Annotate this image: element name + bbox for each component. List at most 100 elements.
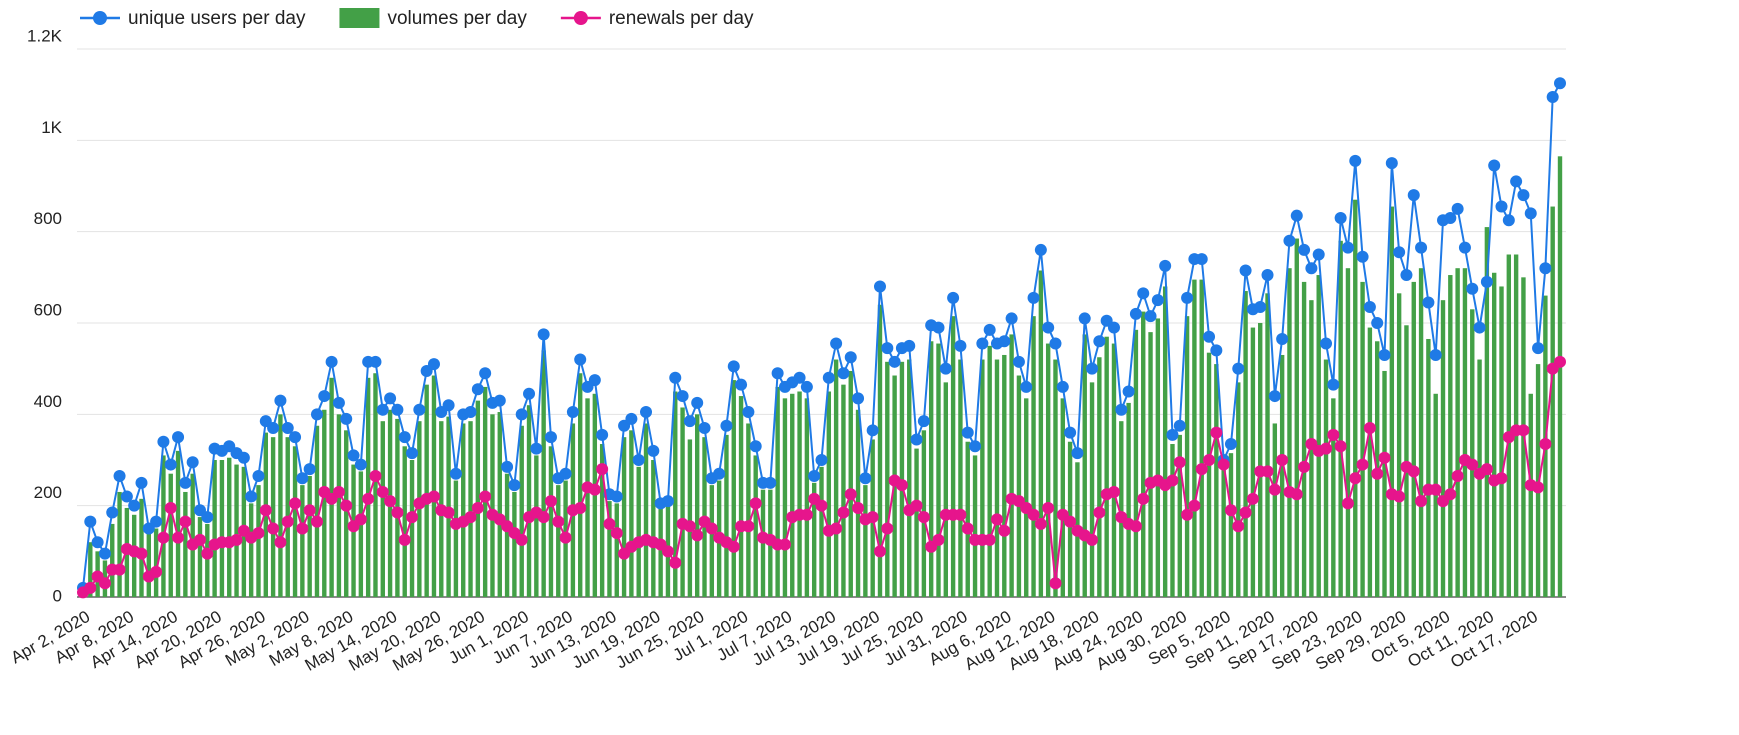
point <box>1444 211 1457 224</box>
point <box>1210 344 1223 357</box>
point <box>669 556 682 569</box>
bar <box>1038 270 1044 597</box>
bar <box>643 423 649 597</box>
bar <box>227 457 232 597</box>
point <box>1086 533 1099 546</box>
bar <box>336 414 342 597</box>
point <box>1064 515 1077 528</box>
point <box>976 337 989 350</box>
point <box>332 396 345 409</box>
point <box>501 460 514 473</box>
point <box>1181 508 1194 521</box>
point <box>574 501 587 514</box>
bar <box>1045 343 1051 597</box>
point <box>610 527 623 540</box>
point <box>391 506 404 519</box>
point <box>1312 248 1325 261</box>
point <box>720 419 733 432</box>
bar <box>431 375 437 597</box>
bar <box>161 455 166 597</box>
point <box>603 517 616 530</box>
bar <box>153 528 159 597</box>
point <box>1093 506 1106 519</box>
legend-label: volumes per day <box>387 8 527 29</box>
point <box>1224 438 1237 451</box>
bar <box>1535 364 1541 597</box>
bar <box>709 485 715 597</box>
point <box>1137 287 1150 300</box>
point <box>1429 483 1442 496</box>
point <box>201 511 214 524</box>
bar <box>322 409 327 597</box>
point <box>1458 241 1471 254</box>
point <box>837 506 850 519</box>
point <box>1341 241 1354 254</box>
bar <box>300 485 305 597</box>
bar <box>950 316 956 597</box>
legend-swatch <box>93 11 107 25</box>
point <box>669 371 682 384</box>
point <box>1466 458 1479 471</box>
point <box>406 511 419 524</box>
point <box>574 353 587 366</box>
point <box>413 403 426 416</box>
point <box>771 367 784 380</box>
bar <box>1550 206 1555 598</box>
point <box>267 522 280 535</box>
point <box>559 531 572 544</box>
point <box>749 497 762 510</box>
bar <box>614 503 619 597</box>
point <box>201 547 214 560</box>
point <box>661 545 674 558</box>
bar <box>1184 316 1190 597</box>
point <box>866 511 879 524</box>
point <box>588 374 601 387</box>
bar <box>972 455 978 597</box>
y-tick-label: 1K <box>41 118 62 137</box>
bar <box>863 485 868 597</box>
point <box>135 476 148 489</box>
point <box>479 367 492 380</box>
point <box>822 371 835 384</box>
bar <box>278 414 283 597</box>
bar <box>219 460 225 597</box>
bar <box>680 407 685 597</box>
bar <box>1411 281 1416 597</box>
point <box>1049 577 1062 590</box>
point <box>106 506 119 519</box>
bar <box>1024 398 1029 597</box>
point <box>530 442 543 455</box>
point <box>588 483 601 496</box>
point <box>340 412 353 425</box>
point <box>84 581 97 594</box>
point <box>1276 454 1289 466</box>
point <box>1334 440 1347 453</box>
point <box>1122 385 1135 398</box>
point <box>1064 426 1077 439</box>
point <box>1290 209 1303 222</box>
bar <box>373 373 378 597</box>
point <box>186 456 199 469</box>
bar <box>1060 398 1065 597</box>
bar <box>541 350 546 597</box>
bar <box>1265 293 1270 597</box>
bar <box>1221 466 1226 597</box>
point <box>815 499 828 512</box>
point <box>1188 499 1201 512</box>
point <box>442 399 455 412</box>
point <box>1071 447 1084 460</box>
point <box>1203 454 1216 466</box>
bar <box>88 542 93 597</box>
point <box>1393 490 1406 503</box>
point <box>1042 501 1055 514</box>
bar <box>358 471 364 597</box>
bar <box>1470 309 1475 597</box>
point <box>515 533 528 546</box>
point <box>449 467 462 480</box>
point <box>1232 520 1245 533</box>
point <box>1444 488 1457 501</box>
point <box>998 335 1011 348</box>
bar <box>256 485 261 597</box>
point <box>552 515 565 528</box>
point <box>1005 312 1018 325</box>
